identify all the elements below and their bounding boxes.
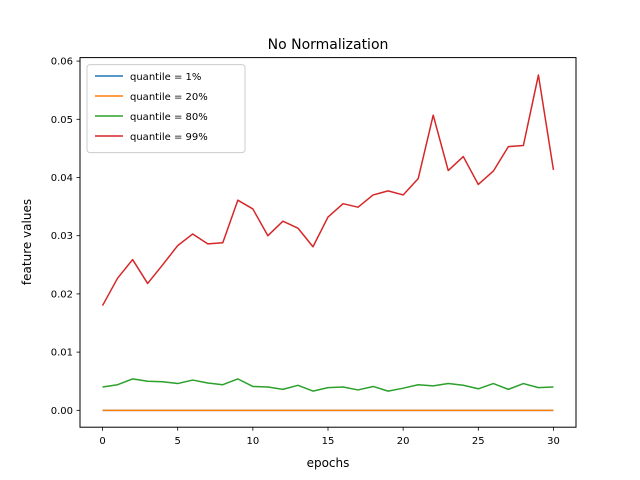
y-tick-label: 0.06 bbox=[51, 57, 73, 68]
y-tick-label: 0.02 bbox=[51, 289, 73, 300]
x-tick-label: 20 bbox=[397, 436, 410, 447]
legend-entry: quantile = 80% bbox=[130, 112, 208, 123]
x-tick-label: 15 bbox=[322, 436, 335, 447]
legend-box bbox=[86, 64, 246, 154]
x-tick-label: 5 bbox=[175, 436, 181, 447]
y-tick-label: 0.05 bbox=[51, 115, 73, 126]
series-lines bbox=[101, 74, 555, 412]
x-axis-label: epochs bbox=[307, 456, 350, 470]
y-tick-label: 0.01 bbox=[51, 348, 73, 359]
y-axis: 0.00 0.01 0.02 0.03 0.04 0.05 0.06 bbox=[51, 57, 80, 417]
legend-entry: quantile = 99% bbox=[130, 132, 208, 143]
x-tick-label: 10 bbox=[246, 436, 259, 447]
y-tick-label: 0.04 bbox=[51, 173, 73, 184]
x-tick-label: 25 bbox=[472, 436, 485, 447]
x-tick-label: 0 bbox=[99, 436, 105, 447]
legend-entry: quantile = 1% bbox=[130, 72, 201, 83]
legend-entry: quantile = 20% bbox=[130, 92, 208, 103]
y-tick-label: 0.00 bbox=[51, 406, 73, 417]
y-tick-label: 0.03 bbox=[51, 231, 73, 242]
chart-title: No Normalization bbox=[268, 37, 389, 53]
y-axis-label: feature values bbox=[20, 199, 34, 285]
legend: quantile = 1% quantile = 20% quantile = 80… bbox=[86, 64, 246, 154]
x-tick-label: 30 bbox=[547, 436, 560, 447]
x-axis: 0 5 10 15 20 25 30 bbox=[99, 427, 560, 447]
